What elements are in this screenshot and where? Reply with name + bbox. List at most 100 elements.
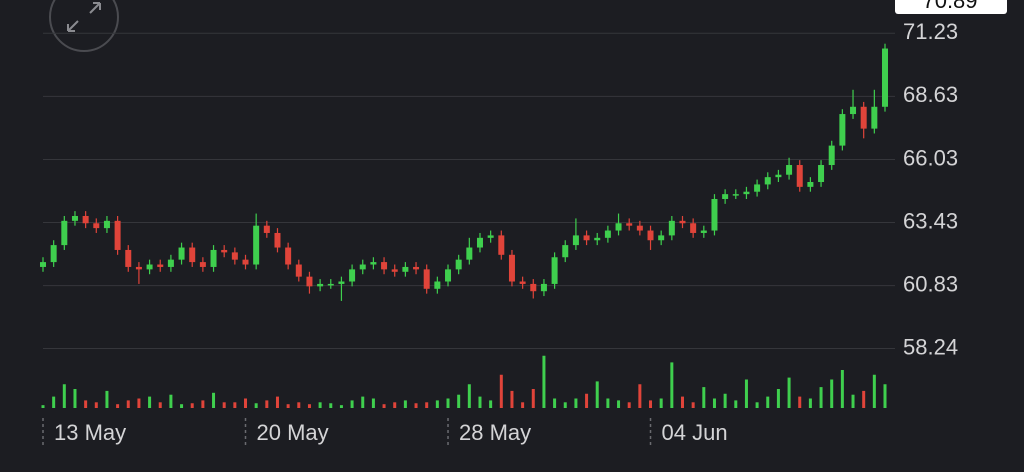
candle-body: [306, 276, 313, 287]
volume-bar: [499, 374, 503, 408]
volume-bar: [190, 403, 194, 408]
expand-circle[interactable]: [49, 0, 119, 52]
volume-bar: [521, 402, 525, 408]
volume-bar: [52, 396, 56, 408]
volume-bar: [851, 394, 855, 408]
candle-body: [391, 269, 398, 272]
volume-bar: [158, 402, 162, 408]
volume-bar: [734, 400, 738, 408]
volume-bar: [41, 405, 45, 408]
volume-bar: [105, 390, 109, 408]
volume-bar: [393, 402, 397, 408]
candle-body: [327, 283, 334, 286]
candle-body: [231, 252, 238, 260]
candle-body: [636, 225, 643, 231]
volume-bar: [840, 370, 844, 408]
candle-body: [540, 283, 547, 292]
y-tick-label: 68.63: [903, 82, 958, 107]
volume-bar: [297, 402, 301, 408]
candle-body: [103, 220, 110, 229]
candle-body: [125, 249, 132, 267]
candle-body: [455, 259, 462, 270]
volume-bar: [744, 379, 748, 408]
candle-body: [807, 182, 814, 187]
candle-body: [572, 235, 579, 246]
y-tick-label: 60.83: [903, 271, 958, 296]
price-tag: [895, 0, 1007, 14]
candle-body: [466, 247, 473, 260]
volume-bar: [361, 396, 365, 408]
candle-body: [295, 264, 302, 277]
candle-body: [40, 262, 46, 267]
y-tick-label: 71.23: [903, 19, 958, 44]
volume-bar: [425, 402, 429, 408]
volume-bar: [872, 374, 876, 408]
candle-body: [274, 232, 281, 248]
volume-bar: [371, 398, 375, 408]
candle-body: [359, 264, 366, 270]
candle-body: [775, 174, 782, 178]
candle-body: [381, 262, 388, 270]
x-tick-label: 04 Jun: [662, 420, 728, 445]
candle-body: [402, 266, 409, 272]
expand-icon[interactable]: [67, 2, 101, 32]
candle-body: [50, 245, 57, 263]
volume-bar: [212, 392, 216, 408]
current-price: 70.89: [922, 0, 977, 13]
volume-bar: [606, 398, 610, 408]
candle-body: [679, 220, 686, 224]
volume-bar: [659, 398, 663, 408]
candle-body: [519, 281, 526, 284]
volume-bar: [787, 377, 791, 408]
candle-body: [82, 215, 89, 224]
candle-body: [690, 223, 697, 233]
volume-bar: [755, 402, 759, 408]
volume-bar: [382, 404, 386, 408]
candle-body: [604, 230, 611, 238]
candle-body: [189, 247, 196, 263]
volume-bar: [862, 390, 866, 408]
volume-bar: [830, 379, 834, 408]
candle-body: [476, 237, 483, 248]
candle-body: [732, 194, 739, 196]
candle-body: [93, 223, 100, 229]
candle-body: [647, 230, 654, 241]
volume-bar: [137, 398, 141, 408]
candle-body: [370, 262, 377, 265]
volume-bar: [62, 384, 66, 408]
volume-bar: [542, 355, 546, 408]
volume-bar: [531, 389, 535, 408]
candle-body: [860, 106, 867, 129]
candle-body: [146, 264, 153, 270]
volume-bar: [73, 389, 77, 408]
candle-body: [551, 257, 558, 284]
volume-bar: [350, 400, 354, 408]
volume-bar: [819, 387, 823, 408]
volume-bar: [702, 387, 706, 408]
volume-bar: [339, 405, 343, 408]
volume-bar: [84, 400, 88, 408]
volume-bar: [148, 396, 152, 408]
volume-bar: [691, 402, 695, 408]
candle-body: [700, 230, 707, 233]
candle-body: [711, 198, 718, 231]
volume-bar: [414, 403, 418, 408]
volume-bar: [233, 402, 237, 408]
volume-bar: [808, 398, 812, 408]
candle-body: [626, 223, 633, 226]
candle-body: [882, 48, 888, 107]
candle-body: [338, 281, 345, 284]
candle-body: [114, 220, 121, 250]
x-tick-label: 28 May: [459, 420, 531, 445]
volume-bar: [670, 362, 674, 408]
candle-body: [285, 247, 292, 265]
volume-bar: [169, 394, 173, 408]
volume-bar: [776, 389, 780, 408]
volume-bar: [489, 400, 493, 408]
volume-bar: [403, 400, 407, 408]
candle-body: [828, 145, 835, 166]
volume-bar: [126, 400, 130, 408]
candle-body: [658, 235, 665, 241]
volume-bar: [766, 396, 770, 408]
expand-button[interactable]: [49, 0, 119, 52]
